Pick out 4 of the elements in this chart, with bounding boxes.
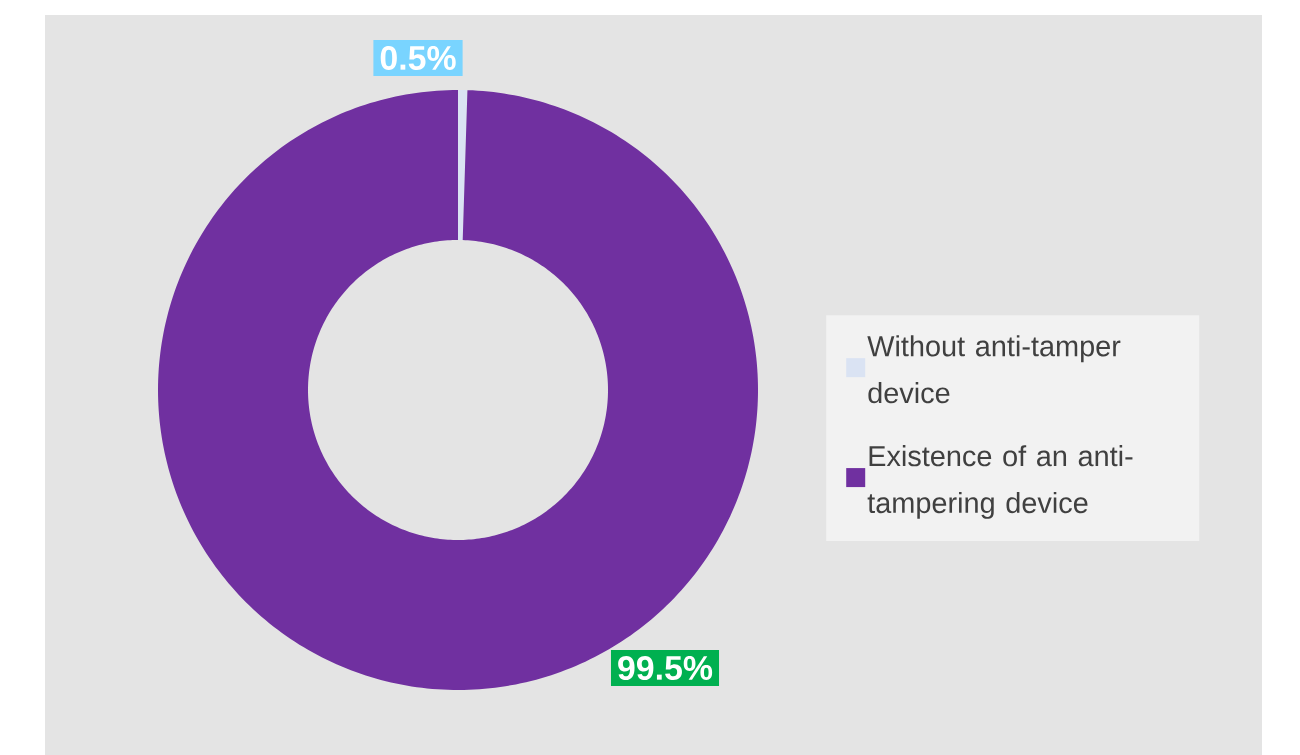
data-label: 99.5% [618, 656, 713, 680]
legend-label: Existence of an anti-tampering device [867, 445, 1133, 519]
legend-label: Without anti-tamper device [867, 335, 1121, 404]
data-label: 0.5% [380, 46, 456, 70]
